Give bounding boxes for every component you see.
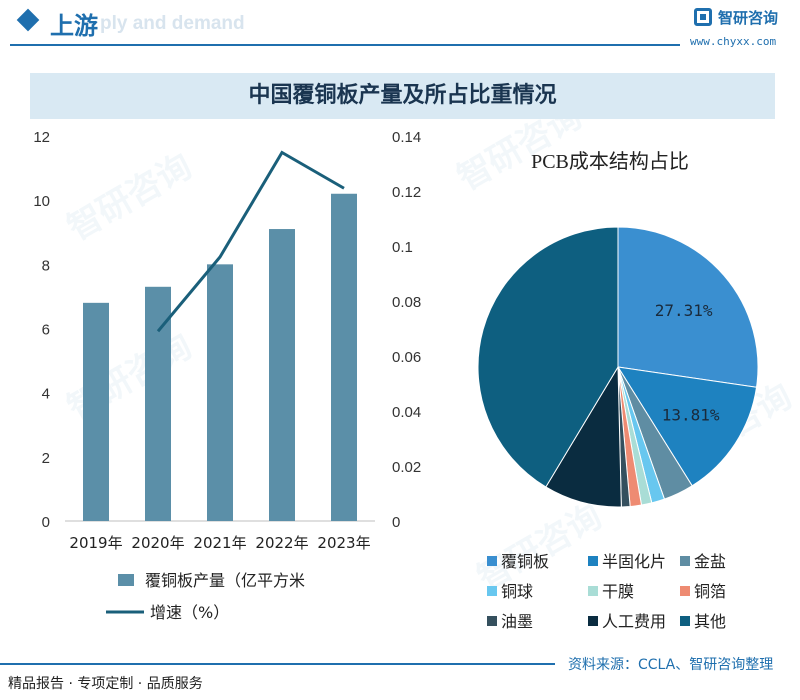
- y-left-tick-label: 10: [33, 193, 50, 210]
- y-right-tick-label: 0.1: [392, 239, 413, 256]
- legend-label: 干膜: [602, 582, 634, 601]
- legend-label: 人工费用: [602, 612, 666, 631]
- legend-swatch: [487, 586, 497, 596]
- y-left-tick-label: 8: [42, 257, 50, 274]
- y-left-tick-label: 4: [42, 386, 50, 403]
- legend-label: 其他: [694, 612, 726, 631]
- y-right-tick-label: 0.06: [392, 349, 421, 366]
- pie-title: PCB成本结构占比: [531, 150, 689, 173]
- page-header: ply and demand 上游 智研咨询 www.chyxx.com: [0, 0, 800, 58]
- x-tick-label: 2020年: [131, 534, 184, 552]
- title-band: [30, 73, 775, 119]
- y-right-tick-label: 0.08: [392, 294, 421, 311]
- legend-label: 铜球: [501, 582, 533, 601]
- pie-slice-覆铜板: [617, 226, 759, 388]
- section-title: 上游: [50, 12, 98, 40]
- legend-label: 覆铜板: [501, 552, 549, 571]
- legend-label: 半固化片: [602, 552, 666, 571]
- bar-2022年: [269, 229, 295, 521]
- pie-slice-半固化片: [617, 366, 758, 487]
- legend-swatch: [588, 586, 598, 596]
- y-right-tick-label: 0.12: [392, 184, 421, 201]
- pie-slice-其他: [477, 226, 619, 488]
- bar-2020年: [145, 286, 171, 521]
- pie-slice-人工费用: [545, 365, 622, 508]
- legend-label-line: 增速（%）: [150, 603, 229, 622]
- x-tick-label: 2019年: [69, 534, 122, 552]
- footer-tagline: 精品报告 · 专项定制 · 品质服务: [8, 676, 203, 692]
- bar-2021年: [207, 264, 233, 521]
- y-left-tick-label: 2: [42, 450, 50, 467]
- chart-title: 中国覆铜板产量及所占比重情况: [248, 83, 557, 108]
- y-left-tick-label: 12: [33, 129, 50, 146]
- legend-label: 金盐: [694, 552, 726, 571]
- legend-swatch: [588, 616, 598, 626]
- y-right-tick-label: 0.14: [392, 129, 421, 146]
- x-tick-label: 2023年: [317, 534, 370, 552]
- footer-divider: [0, 663, 555, 665]
- legend-swatch: [680, 556, 690, 566]
- pie-data-label: 27.31%: [655, 301, 713, 320]
- legend-swatch: [487, 556, 497, 566]
- y-right-tick-label: 0.04: [392, 404, 421, 421]
- x-tick-label: 2021年: [193, 534, 246, 552]
- legend-swatch-bar: [118, 574, 134, 586]
- bar-2023年: [331, 193, 357, 521]
- legend-label-bar: 覆铜板产量（亿平方米: [145, 571, 305, 590]
- brand-url: www.chyxx.com: [690, 35, 777, 48]
- legend-label: 铜箔: [694, 582, 726, 601]
- growth-rate-line: [156, 150, 345, 333]
- legend-swatch: [588, 556, 598, 566]
- pie-data-label: 13.81%: [662, 405, 720, 424]
- section-subtitle: ply and demand: [100, 13, 245, 34]
- legend-swatch: [487, 616, 497, 626]
- x-tick-label: 2022年: [255, 534, 308, 552]
- y-right-tick-label: 0: [392, 514, 400, 531]
- brand-logo-icon: [694, 8, 712, 26]
- y-left-tick-label: 0: [42, 514, 50, 531]
- y-right-tick-label: 0.02: [392, 459, 421, 476]
- data-source: 资料来源：CCLA、智研咨询整理: [568, 657, 774, 673]
- bar-2019年: [83, 302, 109, 521]
- y-left-tick-label: 6: [42, 322, 50, 339]
- brand-name: 智研咨询: [718, 9, 779, 27]
- legend-label: 油墨: [501, 612, 533, 631]
- legend-swatch: [680, 616, 690, 626]
- header-divider: [10, 44, 680, 46]
- legend-swatch: [680, 586, 690, 596]
